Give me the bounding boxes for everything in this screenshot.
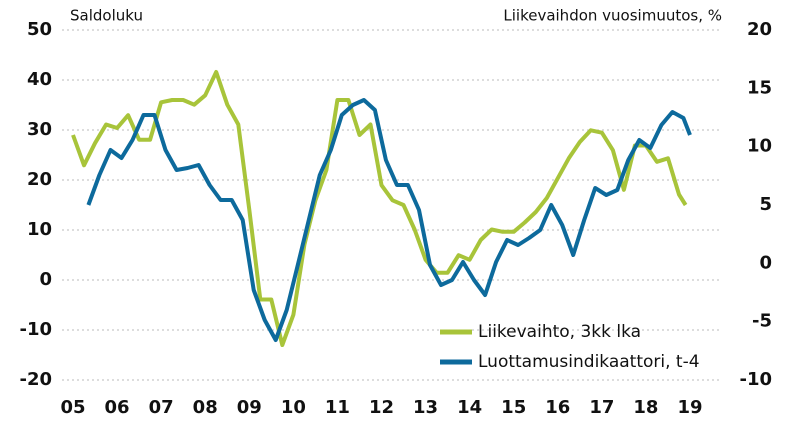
x-tick-label: 05	[60, 397, 85, 418]
y-tick-label: 0	[39, 269, 52, 290]
x-tick-label: 08	[193, 397, 218, 418]
x-tick-label: 13	[413, 397, 438, 418]
x-tick-label: 07	[149, 397, 174, 418]
y-tick-label: -20	[19, 369, 52, 390]
x-tick-label: 19	[677, 397, 702, 418]
y2-tick-label: 15	[747, 77, 772, 98]
y-tick-label: 50	[27, 19, 52, 40]
y-tick-label: 10	[27, 219, 52, 240]
y2-tick-label: -10	[739, 369, 772, 390]
y2-tick-label: -5	[752, 311, 772, 332]
legend-label: Liikevaihto, 3kk lka	[478, 322, 641, 342]
x-tick-label: 16	[545, 397, 570, 418]
x-tick-label: 18	[633, 397, 658, 418]
legend-label: Luottamusindikaattori, t-4	[478, 352, 700, 372]
x-tick-label: 11	[325, 397, 350, 418]
y-tick-label: 30	[27, 119, 52, 140]
x-tick-label: 15	[501, 397, 526, 418]
y-tick-label: 40	[27, 69, 52, 90]
series-line	[71, 70, 688, 347]
x-tick-label: 12	[369, 397, 394, 418]
y-tick-label: 20	[27, 169, 52, 190]
x-tick-label: 09	[237, 397, 262, 418]
y2-tick-label: 20	[747, 19, 772, 40]
x-tick-label: 14	[457, 397, 482, 418]
y2-tick-label: 10	[747, 136, 772, 157]
y2-tick-label: 5	[759, 194, 772, 215]
y2-axis-label: Liikevaihdon vuosimuutos, %	[503, 7, 722, 25]
y-axis-label: Saldoluku	[70, 7, 143, 25]
x-tick-label: 10	[281, 397, 306, 418]
x-tick-label: 06	[105, 397, 130, 418]
y-tick-label: -10	[19, 319, 52, 340]
y2-tick-label: 0	[759, 252, 772, 273]
series-line	[86, 98, 692, 342]
x-tick-label: 17	[589, 397, 614, 418]
